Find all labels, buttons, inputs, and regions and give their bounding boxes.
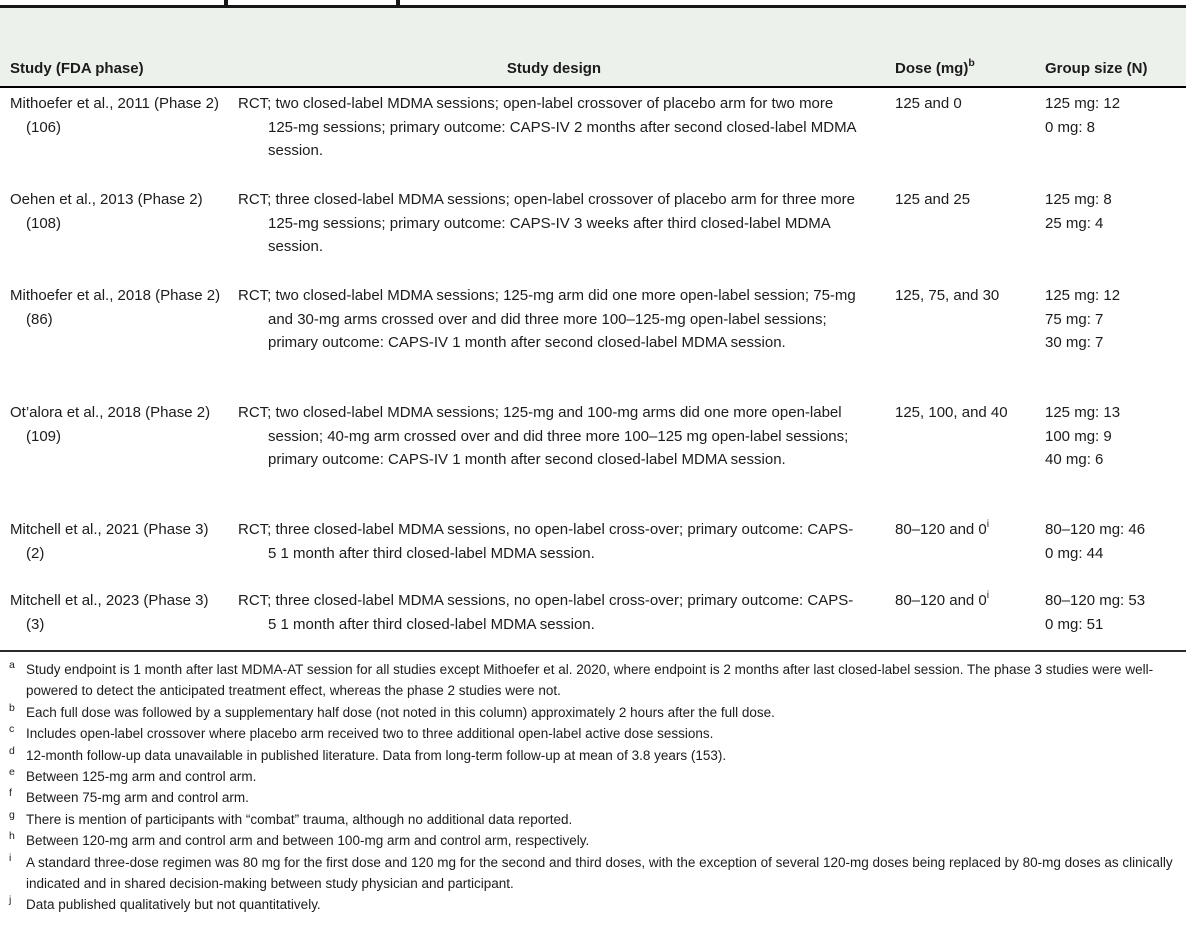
group-size-cell: 125 mg: 13 100 mg: 9 40 mg: 6 xyxy=(1020,401,1180,514)
study-cell: Mithoefer et al., 2018 (Phase 2) (86) xyxy=(10,287,221,328)
table-row: Ot’alora et al., 2018 (Phase 2) (109) RC… xyxy=(10,397,1180,514)
group-size-line: 0 mg: 44 xyxy=(1045,544,1104,562)
table-row: Oehen et al., 2013 (Phase 2) (108) RCT; … xyxy=(10,184,1180,280)
footnote-marker: c xyxy=(9,723,15,736)
footnote: b Each full dose was followed by a suppl… xyxy=(8,702,1178,723)
footnote-text: Each full dose was followed by a supplem… xyxy=(26,704,775,720)
dose-value: 80–120 and 0 xyxy=(895,521,987,538)
footnote-marker: g xyxy=(9,808,15,821)
group-size-cell: 125 mg: 12 0 mg: 8 xyxy=(1020,92,1180,184)
study-design-cell: RCT; two closed-label MDMA sessions; 125… xyxy=(238,287,856,351)
dose-footnote-marker: i xyxy=(986,518,990,530)
study-cell: Mitchell et al., 2023 (Phase 3) (3) xyxy=(10,592,209,633)
group-size-cell: 125 mg: 8 25 mg: 4 xyxy=(1020,188,1180,280)
dose-value: 125, 75, and 30 xyxy=(895,287,1000,304)
dose-cell: 125, 100, and 40 xyxy=(870,401,1020,514)
group-size-line: 125 mg: 12 xyxy=(1045,287,1121,304)
footnote-marker: i xyxy=(9,851,12,864)
footnote-text: A standard three-dose regimen was 80 mg … xyxy=(26,854,1173,892)
cutoff-caption-fragment xyxy=(396,0,400,5)
group-size-line: 125 mg: 13 xyxy=(1045,404,1121,421)
footnote-text: 12-month follow-up data unavailable in p… xyxy=(26,747,727,763)
dose-footnote-marker: i xyxy=(986,589,990,601)
footnote-text: Data published qualitatively but not qua… xyxy=(26,897,321,913)
footnote: h Between 120-mg arm and control arm and… xyxy=(8,830,1178,851)
group-size-line: 30 mg: 7 xyxy=(1045,334,1104,351)
table-row: Mitchell et al., 2021 (Phase 3) (2) RCT;… xyxy=(10,514,1180,585)
footnote: e Between 125-mg arm and control arm. xyxy=(8,766,1178,787)
footnote: a Study endpoint is 1 month after last M… xyxy=(8,659,1178,702)
table-row: Mithoefer et al., 2018 (Phase 2) (86) RC… xyxy=(10,280,1180,397)
study-design-cell: RCT; two closed-label MDMA sessions; 125… xyxy=(238,404,849,468)
study-cell: Mithoefer et al., 2011 (Phase 2) (106) xyxy=(10,95,220,136)
footnote: j Data published qualitatively but not q… xyxy=(8,894,1178,915)
footnote-text: There is mention of participants with “c… xyxy=(26,811,573,827)
group-size-cell: 125 mg: 12 75 mg: 7 30 mg: 7 xyxy=(1020,284,1180,397)
footnote: f Between 75-mg arm and control arm. xyxy=(8,787,1178,808)
study-design-cell: RCT; three closed-label MDMA sessions, n… xyxy=(238,521,854,562)
group-size-line: 125 mg: 12 xyxy=(1045,95,1121,112)
dose-cell: 80–120 and 0i xyxy=(870,589,1020,650)
footnote: c Includes open-label crossover where pl… xyxy=(8,723,1178,744)
footnote-marker: h xyxy=(9,830,15,843)
group-size-line: 0 mg: 8 xyxy=(1045,118,1096,136)
footnote-marker: f xyxy=(9,787,12,800)
footnote-text: Between 75-mg arm and control arm. xyxy=(26,790,249,806)
dose-value: 125, 100, and 40 xyxy=(895,404,1008,421)
study-cell: Mitchell et al., 2021 (Phase 3) (2) xyxy=(10,521,209,562)
footnote-marker: a xyxy=(9,659,15,671)
study-cell: Oehen et al., 2013 (Phase 2) (108) xyxy=(10,191,203,232)
cutoff-caption-fragment xyxy=(224,0,228,5)
group-size-line: 80–120 mg: 53 xyxy=(1045,592,1146,609)
footnote-text: Includes open-label crossover where plac… xyxy=(26,726,714,742)
group-size-line: 100 mg: 9 xyxy=(1045,427,1112,445)
study-design-cell: RCT; three closed-label MDMA sessions; o… xyxy=(238,191,855,255)
group-size-cell: 80–120 mg: 53 0 mg: 51 xyxy=(1020,589,1180,650)
footnote-text: Study endpoint is 1 month after last MDM… xyxy=(26,662,1154,699)
column-header-dose-label: Dose (mg) xyxy=(895,60,969,77)
group-size-line: 0 mg: 51 xyxy=(1045,615,1104,633)
footnote-marker: b xyxy=(9,701,15,714)
column-header-study: Study (FDA phase) xyxy=(10,60,144,77)
column-header-group-size: Group size (N) xyxy=(1045,60,1148,77)
footnote: d 12-month follow-up data unavailable in… xyxy=(8,745,1178,766)
study-design-cell: RCT; two closed-label MDMA sessions; ope… xyxy=(238,95,856,159)
dose-value: 125 and 25 xyxy=(895,191,971,208)
table-row: Mitchell et al., 2023 (Phase 3) (3) RCT;… xyxy=(10,585,1180,650)
dose-cell: 125, 75, and 30 xyxy=(870,284,1020,397)
footnote-text: Between 120-mg arm and control arm and b… xyxy=(26,833,590,849)
dose-cell: 80–120 and 0i xyxy=(870,518,1020,585)
dose-value: 125 and 0 xyxy=(895,95,962,112)
dose-header-footnote-marker: b xyxy=(968,57,975,69)
table-bottom-rule xyxy=(0,650,1186,652)
footnote-text: Between 125-mg arm and control arm. xyxy=(26,769,257,785)
group-size-line: 80–120 mg: 46 xyxy=(1045,521,1146,538)
group-size-line: 75 mg: 7 xyxy=(1045,310,1104,328)
study-cell: Ot’alora et al., 2018 (Phase 2) (109) xyxy=(10,404,211,445)
group-size-line: 40 mg: 6 xyxy=(1045,451,1104,468)
footnote: i A standard three-dose regimen was 80 m… xyxy=(8,852,1178,895)
column-header-study-design: Study design xyxy=(506,60,602,77)
dose-cell: 125 and 25 xyxy=(870,188,1020,280)
footnote: g There is mention of participants with … xyxy=(8,809,1178,830)
dose-cell: 125 and 0 xyxy=(870,92,1020,184)
group-size-line: 25 mg: 4 xyxy=(1045,214,1104,232)
dose-value: 80–120 and 0 xyxy=(895,592,987,609)
footnotes-section: a Study endpoint is 1 month after last M… xyxy=(0,652,1186,916)
footnote-marker: d xyxy=(9,744,15,757)
table-header-row: Study (FDA phase) Study design Dose (mg)… xyxy=(0,8,1186,88)
table-top-rule xyxy=(0,5,1186,8)
group-size-line: 125 mg: 8 xyxy=(1045,191,1112,208)
footnote-marker: j xyxy=(9,894,12,907)
study-design-cell: RCT; three closed-label MDMA sessions, n… xyxy=(238,592,854,633)
table-body: Mithoefer et al., 2011 (Phase 2) (106) R… xyxy=(0,88,1186,650)
footnote-marker: e xyxy=(9,766,15,779)
group-size-cell: 80–120 mg: 46 0 mg: 44 xyxy=(1020,518,1180,585)
table-row: Mithoefer et al., 2011 (Phase 2) (106) R… xyxy=(10,88,1180,184)
column-header-dose: Dose (mg)b xyxy=(870,57,1020,77)
